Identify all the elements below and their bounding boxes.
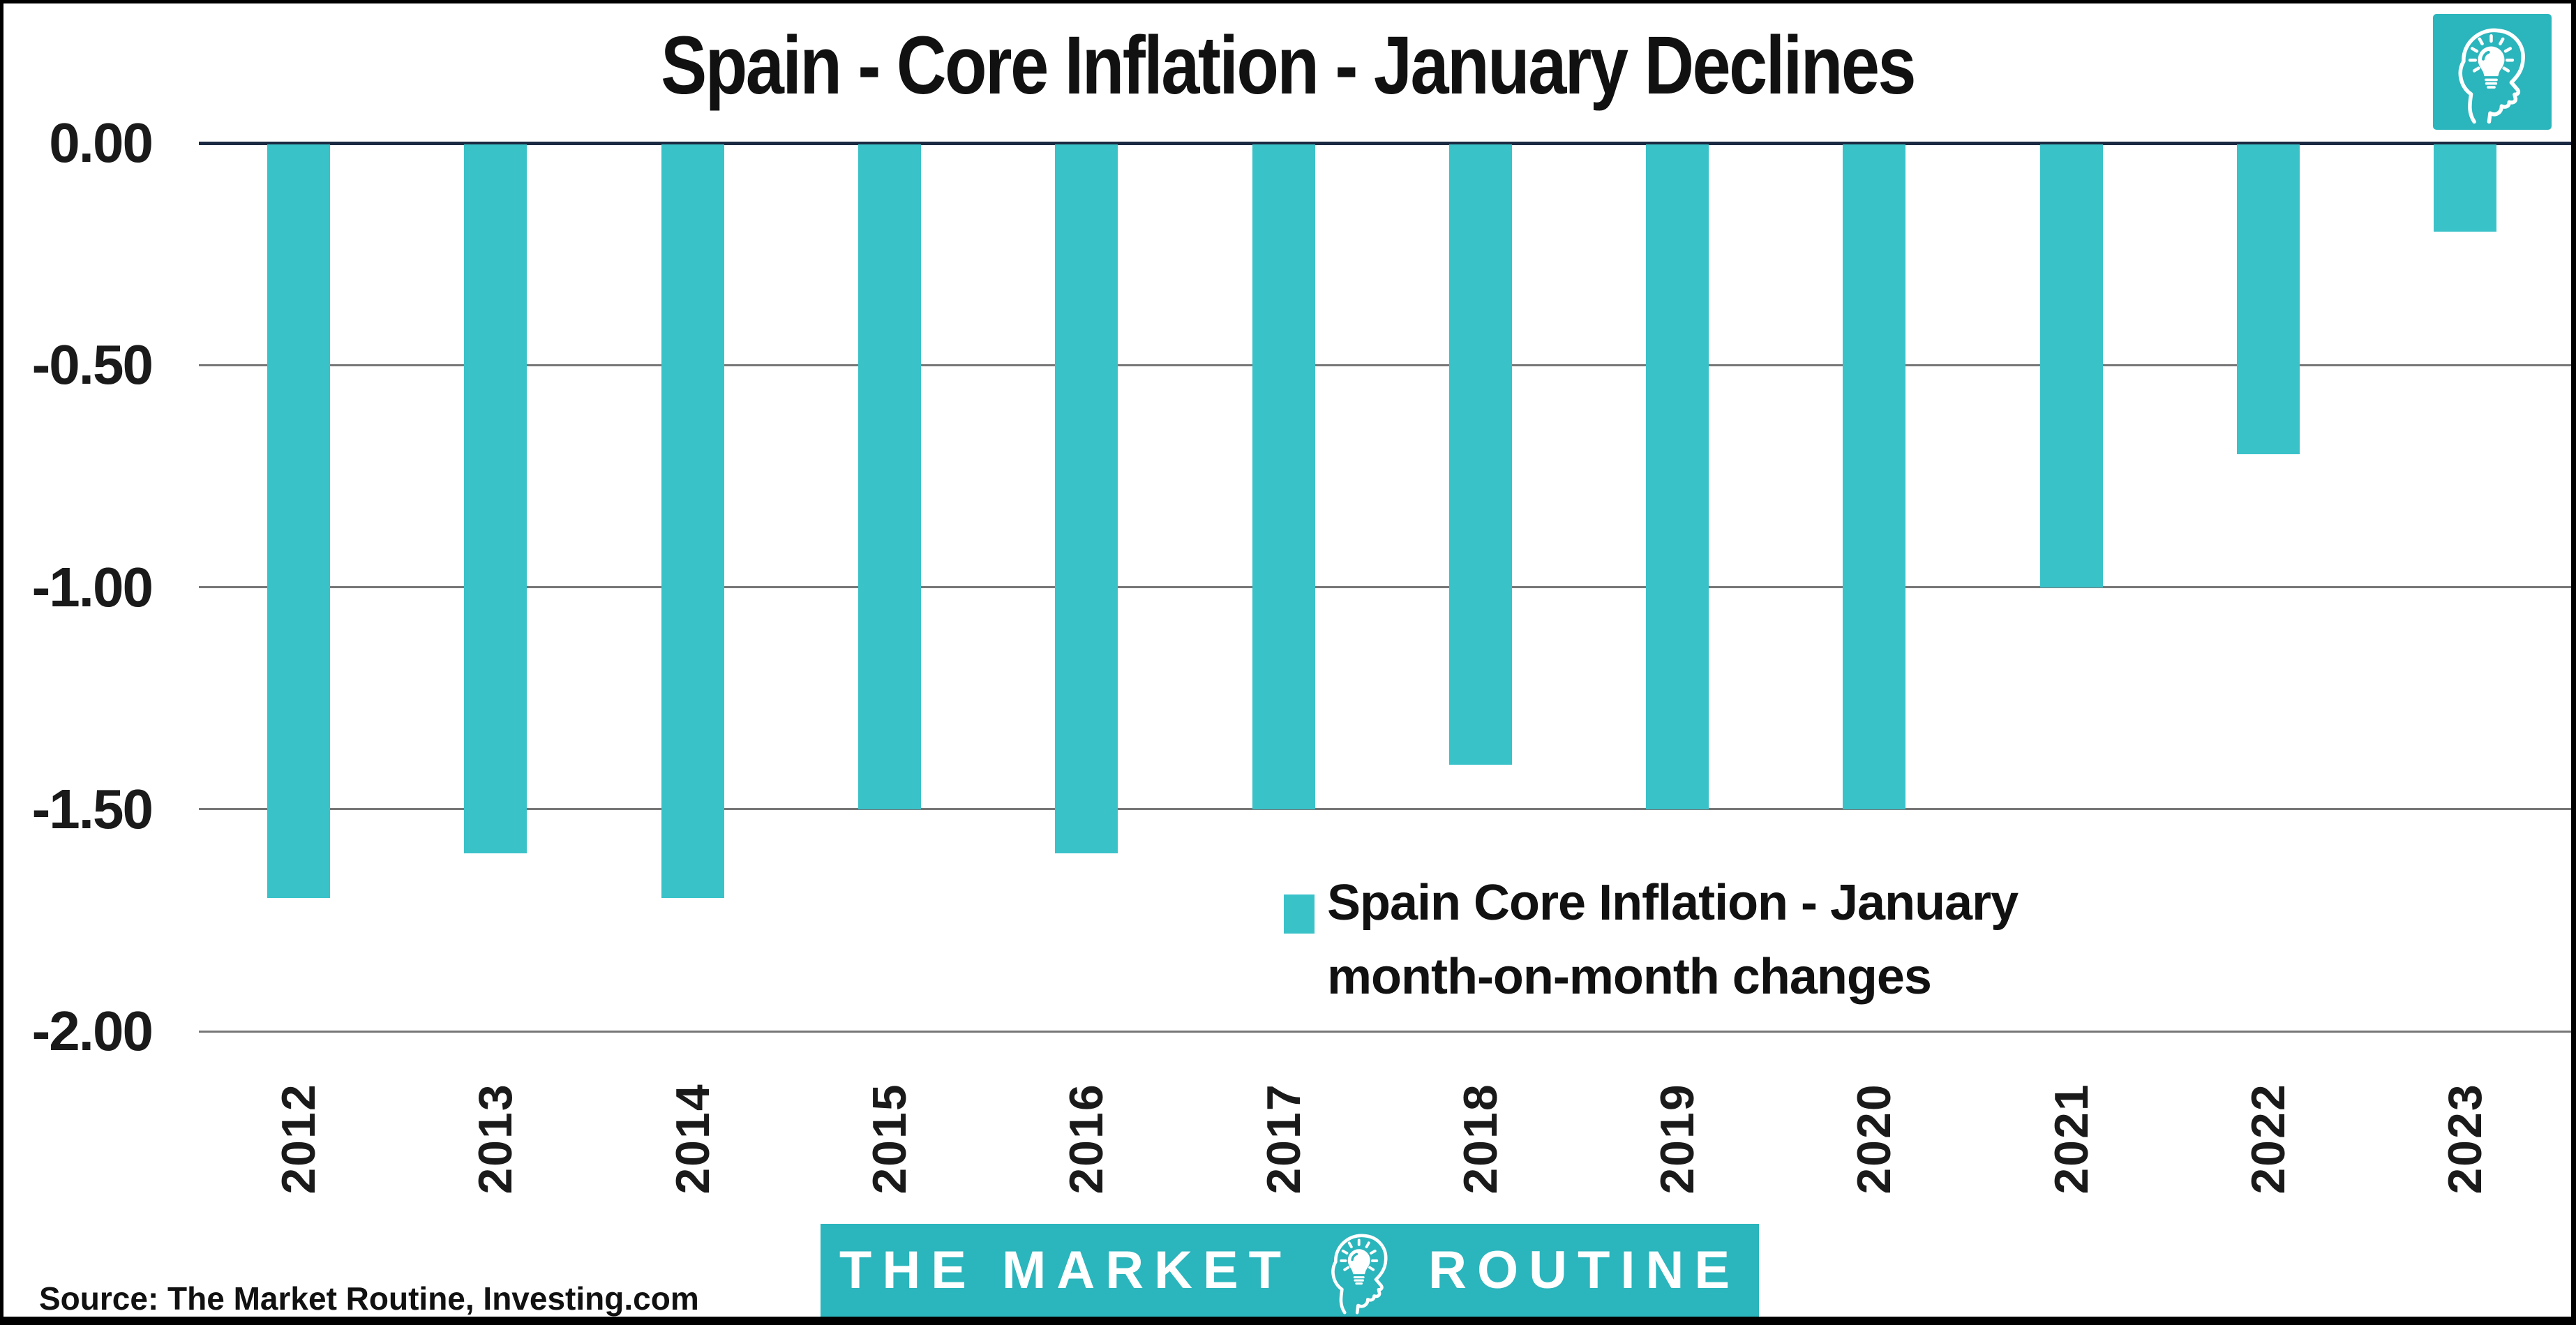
x-tick-label-2018: 2018 xyxy=(1453,1083,1507,1195)
zero-axis-line xyxy=(199,142,2571,145)
bar-2014 xyxy=(661,144,724,899)
gridline--2.00 xyxy=(199,1030,2571,1033)
banner-text-left: THE MARKET xyxy=(839,1240,1292,1300)
bar-2015 xyxy=(858,144,921,809)
brand-banner: THE MARKET ROUTINE xyxy=(821,1224,1759,1317)
legend-marker-swatch xyxy=(1284,894,1315,934)
frame-border-left xyxy=(0,0,3,1325)
bar-2013 xyxy=(464,144,527,854)
bar-2017 xyxy=(1252,144,1315,809)
bar-2022 xyxy=(2237,144,2300,454)
y-tick-label: 0.00 xyxy=(49,112,153,174)
legend-label-line1: Spain Core Inflation - January xyxy=(1327,875,2019,931)
chart-title: Spain - Core Inflation - January Decline… xyxy=(661,20,1917,112)
gridline--1.00 xyxy=(199,586,2571,588)
bar-2018 xyxy=(1448,144,1512,765)
frame-border-right xyxy=(2571,0,2576,1325)
bar-2019 xyxy=(1646,144,1709,809)
x-tick-label-2013: 2013 xyxy=(469,1083,523,1195)
x-tick-label-2021: 2021 xyxy=(2044,1083,2098,1195)
bar-2023 xyxy=(2434,144,2497,232)
x-tick-label-2016: 2016 xyxy=(1060,1083,1114,1195)
x-tick-label-2023: 2023 xyxy=(2439,1083,2492,1195)
y-tick-label: -0.50 xyxy=(31,334,153,396)
x-tick-label-2012: 2012 xyxy=(272,1083,325,1195)
frame-border-top xyxy=(0,0,2576,3)
frame-border-bottom xyxy=(0,1317,2576,1325)
gridline--0.50 xyxy=(199,364,2571,366)
head-lightbulb-icon xyxy=(2433,14,2552,130)
bar-2021 xyxy=(2039,144,2103,587)
gridline--1.50 xyxy=(199,808,2571,811)
bar-2016 xyxy=(1055,144,1118,854)
x-tick-label-2015: 2015 xyxy=(862,1083,916,1195)
bar-2012 xyxy=(267,144,330,899)
x-tick-label-2022: 2022 xyxy=(2242,1083,2295,1195)
legend-label-line2: month-on-month changes xyxy=(1327,949,1932,1005)
bar-2020 xyxy=(1843,144,1906,809)
x-tick-label-2014: 2014 xyxy=(666,1083,719,1195)
head-lightbulb-icon xyxy=(1291,1226,1428,1315)
x-tick-label-2017: 2017 xyxy=(1257,1083,1310,1195)
x-tick-label-2020: 2020 xyxy=(1848,1083,1901,1195)
y-tick-label: -1.50 xyxy=(31,777,153,840)
y-tick-label: -1.00 xyxy=(31,555,153,618)
y-tick-label: -2.00 xyxy=(31,1000,153,1062)
source-note: Source: The Market Routine, Investing.co… xyxy=(39,1280,699,1317)
banner-text-right: ROUTINE xyxy=(1428,1240,1741,1300)
x-tick-label-2019: 2019 xyxy=(1651,1083,1705,1195)
